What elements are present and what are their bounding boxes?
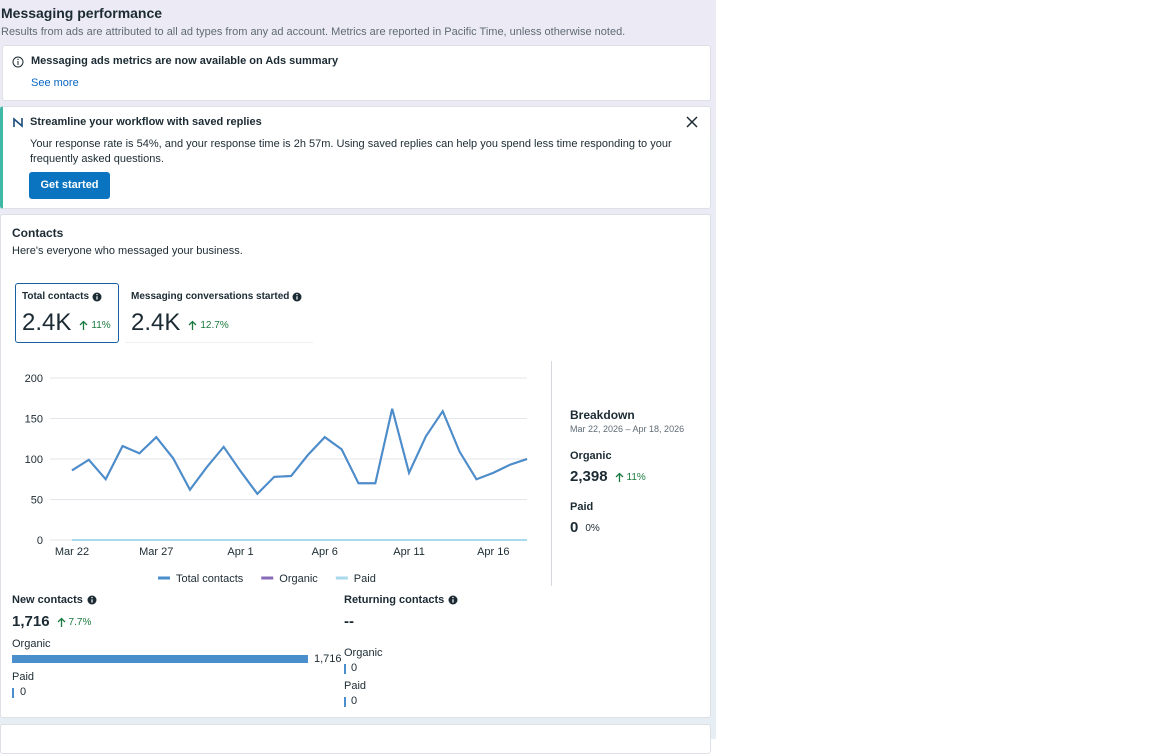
promo-body: Your response rate is 54%, and your resp… — [30, 138, 672, 165]
bar — [12, 688, 14, 698]
x-tick-label: Apr 1 — [227, 546, 253, 558]
legend-label: Organic — [279, 573, 318, 585]
bar-value-label: 1,716 — [314, 653, 342, 665]
up-arrow — [188, 320, 197, 330]
row-label: Organic — [12, 638, 51, 650]
breakdown-date-range: Mar 22, 2026 – Apr 18, 2026 — [570, 424, 685, 434]
breakdown-title: Breakdown — [570, 408, 635, 422]
up-arrow — [57, 617, 66, 627]
y-tick-label: 100 — [25, 454, 43, 466]
breakdown-label: Organic — [570, 450, 612, 462]
up-arrow — [615, 472, 624, 482]
y-tick-label: 150 — [25, 414, 43, 426]
series-line — [71, 408, 528, 496]
promo-card: Streamline your workflow with saved repl… — [0, 106, 711, 209]
info-icon — [12, 56, 24, 68]
bar-value-label: 0 — [351, 695, 358, 707]
metric-tab[interactable] — [125, 283, 313, 343]
promo-title: Streamline your workflow with saved repl… — [30, 116, 262, 128]
notice-title: Messaging ads metrics are now available … — [31, 55, 339, 67]
up-arrow — [79, 320, 88, 330]
legend-label: Total contacts — [176, 573, 244, 585]
notice-card: Messaging ads metrics are now available … — [2, 45, 711, 101]
page-title: Messaging performance — [1, 5, 163, 21]
info-icon[interactable] — [448, 595, 458, 605]
section-title: Returning contacts — [344, 594, 445, 606]
breakdown-change: 0% — [585, 523, 600, 534]
metric-label: Total contacts — [22, 291, 90, 302]
see-more-link[interactable]: See more — [31, 77, 79, 89]
promo-icon — [13, 117, 23, 128]
x-tick-label: Apr 16 — [477, 546, 509, 558]
get-started-button[interactable]: Get started — [29, 172, 110, 199]
x-tick-label: Mar 22 — [55, 546, 89, 558]
breakdown-value: 2,398 — [570, 468, 608, 485]
bar — [344, 697, 346, 707]
contacts-title: Contacts — [12, 226, 64, 240]
close-button[interactable] — [686, 116, 698, 128]
x-tick-label: Mar 27 — [139, 546, 173, 558]
breakdown-change: 11% — [626, 472, 646, 483]
metric-change: 11% — [91, 320, 111, 331]
x-tick-label: Apr 6 — [312, 546, 338, 558]
metric-change: 12.7% — [200, 320, 229, 331]
legend-label: Paid — [354, 573, 376, 585]
section-value: -- — [344, 613, 354, 630]
x-tick-label: Apr 11 — [393, 546, 425, 558]
section-change: 7.7% — [68, 617, 92, 628]
y-tick-label: 50 — [31, 495, 43, 507]
page-subtitle: Results from ads are attributed to all a… — [1, 26, 626, 38]
row-label: Organic — [344, 647, 383, 659]
y-tick-label: 0 — [37, 535, 43, 547]
section-title: New contacts — [12, 594, 83, 606]
contacts-subtitle: Here's everyone who messaged your busine… — [12, 245, 243, 257]
bar — [12, 655, 308, 663]
bar-value-label: 0 — [351, 662, 358, 674]
line-chart: 0 50 100 150 200 Mar 22 Mar 27 Apr 1 Apr 6 Apr 11… — [25, 373, 528, 585]
info-icon[interactable] — [87, 595, 97, 605]
bar — [344, 664, 346, 674]
info-icon[interactable] — [92, 292, 102, 302]
next-card — [0, 724, 711, 754]
row-label: Paid — [12, 671, 35, 683]
section-value: 1,716 — [12, 613, 50, 630]
divider — [551, 361, 552, 586]
metric-tab-selected[interactable] — [15, 283, 119, 343]
metric-label: Messaging conversations started — [131, 291, 290, 302]
content-panel: Messaging performance Results from ads a… — [0, 0, 716, 754]
bar-value-label: 0 — [20, 686, 27, 698]
row-label: Paid — [344, 680, 367, 692]
breakdown-label: Paid — [570, 501, 594, 513]
info-icon[interactable] — [292, 292, 302, 302]
y-tick-label: 200 — [25, 373, 43, 385]
metric-value: 2.4K — [131, 309, 181, 336]
metric-value: 2.4K — [22, 309, 72, 336]
breakdown-value: 0 — [570, 519, 579, 536]
